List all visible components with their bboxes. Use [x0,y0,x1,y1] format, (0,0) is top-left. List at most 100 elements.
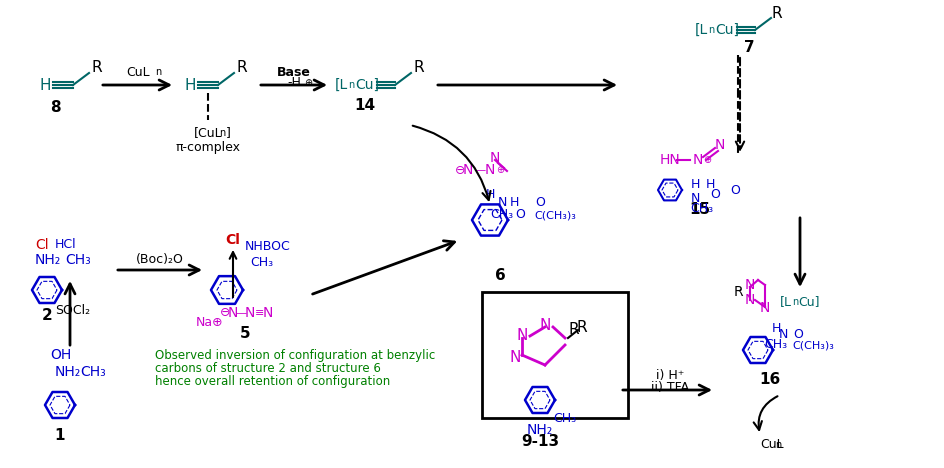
Text: N: N [744,278,754,292]
Text: n: n [707,25,714,35]
Text: CH₃: CH₃ [80,365,106,379]
Text: 2: 2 [42,307,52,322]
Text: —: — [474,165,485,175]
Text: N: N [489,151,499,165]
Text: i) H⁺: i) H⁺ [655,368,683,381]
Text: CH₃: CH₃ [250,256,273,270]
Text: 14: 14 [354,97,375,112]
Text: ≡: ≡ [255,308,264,318]
Text: H: H [485,189,494,202]
Text: —: — [235,308,246,318]
Text: H: H [770,322,780,335]
Text: n: n [347,80,354,90]
Text: 15: 15 [689,203,710,218]
Text: (Boc)₂O: (Boc)₂O [136,254,184,266]
Text: 8: 8 [50,100,60,115]
Text: 7: 7 [743,41,753,56]
Text: ⊕: ⊕ [496,165,503,175]
Text: ⊕: ⊕ [702,155,711,165]
Text: CH₃: CH₃ [490,209,513,221]
Text: carbons of structure 2 and structure 6: carbons of structure 2 and structure 6 [155,361,380,374]
Text: -H: -H [287,76,300,89]
Text: 1: 1 [55,427,65,443]
Text: Cu]: Cu] [355,78,379,92]
Text: [CuL: [CuL [194,126,222,139]
Text: O: O [534,196,545,209]
Text: N: N [463,163,473,177]
Text: N: N [778,329,787,342]
Text: H: H [40,78,51,93]
FancyBboxPatch shape [481,292,628,418]
Text: R: R [413,59,424,74]
Text: NHBOC: NHBOC [244,241,291,254]
Text: CH₃: CH₃ [764,338,786,351]
Text: 6: 6 [494,268,505,283]
Text: Cl: Cl [35,238,48,252]
Text: R: R [567,322,578,337]
Text: SOCl₂: SOCl₂ [55,304,90,316]
Text: NH₂: NH₂ [527,423,552,437]
Text: R: R [733,285,742,299]
Text: ⊖: ⊖ [220,307,230,320]
Text: N: N [262,306,273,320]
Text: CH₃: CH₃ [553,411,576,424]
Text: Observed inversion of configuration at benzylic: Observed inversion of configuration at b… [155,349,435,361]
Text: N: N [484,163,495,177]
Text: ⊖: ⊖ [454,163,464,176]
Text: H: H [689,178,699,191]
Text: HN: HN [659,153,680,167]
Text: H: H [509,196,518,209]
Text: H: H [184,78,195,93]
Text: CH₃: CH₃ [690,202,713,214]
Text: CuL: CuL [126,66,150,79]
Text: Cl: Cl [225,233,240,247]
Text: R: R [771,7,782,22]
Text: N: N [497,196,506,209]
Text: CuL: CuL [759,439,783,452]
Text: ]: ] [226,126,230,139]
Text: OH: OH [50,348,71,362]
Text: Base: Base [277,66,311,79]
Text: N: N [515,328,527,343]
Text: N: N [759,301,769,315]
Text: [L: [L [779,295,791,308]
Text: HCl: HCl [55,239,76,251]
Text: CH₃: CH₃ [65,253,91,267]
Text: [L: [L [694,23,707,37]
Text: O: O [514,209,524,221]
Text: N: N [244,306,255,320]
Text: Cu]: Cu] [797,295,818,308]
Text: n: n [155,67,161,77]
Text: O: O [730,183,739,197]
Text: NH₂: NH₂ [55,365,81,379]
Text: Cu]: Cu] [715,23,738,37]
Text: ii) TFA: ii) TFA [650,381,688,395]
Text: [L: [L [334,78,348,92]
Text: C(CH₃)₃: C(CH₃)₃ [791,340,833,350]
Text: 5: 5 [240,326,250,341]
Text: n: n [774,440,781,450]
Text: N: N [228,306,238,320]
Text: π-complex: π-complex [176,140,240,154]
Text: N: N [715,138,725,152]
Text: N: N [744,293,754,307]
Text: hence overall retention of configuration: hence overall retention of configuration [155,374,390,388]
Text: NH₂: NH₂ [35,253,61,267]
Text: R: R [236,59,247,74]
Text: R: R [576,321,586,336]
Text: n: n [219,128,225,138]
Text: H: H [704,178,714,191]
Text: n: n [791,297,798,307]
Text: Na⊕: Na⊕ [196,315,224,329]
Text: ⊕: ⊕ [304,78,312,88]
Text: C(CH₃)₃: C(CH₃)₃ [533,210,575,220]
Text: N: N [539,317,550,332]
Text: O: O [709,189,719,202]
Text: R: R [92,59,102,74]
Text: 16: 16 [759,373,780,388]
Text: N: N [689,191,699,205]
Text: 9-13: 9-13 [520,434,559,449]
Text: N: N [692,153,702,167]
Text: O: O [792,329,802,342]
Text: N: N [509,351,520,366]
